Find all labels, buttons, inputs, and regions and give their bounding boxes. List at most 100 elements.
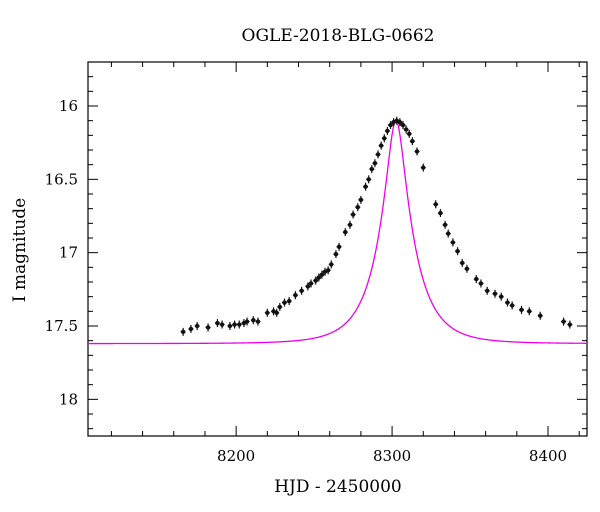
- data-point: [519, 305, 525, 314]
- point-marker: [369, 166, 375, 172]
- point-marker: [492, 291, 498, 296]
- data-point: [409, 137, 415, 146]
- point-marker: [180, 329, 186, 335]
- x-tick-label: 8200: [217, 447, 255, 465]
- point-marker: [325, 268, 331, 273]
- point-marker: [400, 122, 406, 128]
- point-marker: [527, 309, 532, 314]
- data-point: [232, 320, 238, 329]
- data-point: [397, 118, 403, 127]
- data-point: [188, 324, 194, 333]
- data-point: [336, 242, 342, 251]
- data-point: [378, 141, 384, 150]
- data-point: [308, 279, 314, 288]
- plot-area-border: [87, 61, 588, 437]
- point-marker: [561, 319, 566, 324]
- point-marker: [282, 300, 287, 305]
- point-marker: [388, 122, 393, 128]
- y-tick-label: 17.5: [45, 317, 78, 335]
- data-point: [492, 289, 498, 298]
- point-marker: [308, 281, 314, 286]
- data-point: [459, 258, 465, 267]
- data-point: [214, 319, 220, 328]
- point-marker: [519, 307, 524, 313]
- data-point: [358, 195, 364, 204]
- point-marker: [421, 165, 426, 170]
- point-marker: [538, 313, 543, 318]
- data-point: [561, 317, 567, 326]
- data-point: [381, 134, 387, 143]
- x-tick-label: 8300: [373, 447, 411, 465]
- data-point: [244, 317, 250, 326]
- point-marker: [450, 240, 456, 245]
- data-point: [369, 165, 375, 174]
- data-point: [333, 250, 339, 259]
- y-tick-label: 16.5: [45, 170, 78, 188]
- data-point: [227, 322, 233, 330]
- point-marker: [316, 275, 321, 280]
- point-marker: [407, 131, 412, 137]
- point-marker: [244, 319, 250, 324]
- data-point: [180, 327, 186, 336]
- point-marker: [255, 319, 261, 324]
- data-point: [445, 229, 451, 238]
- point-marker: [343, 229, 348, 235]
- point-marker: [505, 300, 510, 305]
- point-marker: [375, 152, 381, 157]
- point-marker: [385, 128, 390, 134]
- point-marker: [319, 272, 325, 277]
- point-marker: [455, 249, 460, 254]
- plot-frame: [87, 61, 588, 437]
- point-marker: [403, 127, 409, 132]
- point-marker: [274, 310, 279, 315]
- data-point: [316, 273, 322, 282]
- point-marker: [464, 266, 470, 271]
- data-point: [205, 323, 211, 332]
- x-tick-label: 8400: [529, 447, 567, 465]
- data-point: [236, 320, 242, 329]
- data-point: [355, 203, 361, 212]
- data-point: [274, 308, 280, 317]
- data-point: [504, 298, 510, 307]
- data-point: [384, 126, 390, 135]
- point-marker: [410, 139, 415, 144]
- point-marker: [433, 202, 438, 207]
- axis-ticks: [88, 61, 587, 436]
- data-point: [498, 292, 504, 301]
- data-point: [388, 121, 394, 130]
- data-point: [328, 260, 334, 269]
- data-points: [180, 116, 573, 336]
- model-curve: [88, 119, 588, 345]
- data-point: [400, 121, 406, 130]
- data-point: [342, 228, 348, 237]
- point-marker: [382, 136, 387, 141]
- data-point: [526, 307, 532, 316]
- point-marker: [237, 322, 242, 327]
- data-point: [292, 291, 298, 300]
- data-point: [286, 297, 292, 306]
- point-marker: [474, 276, 479, 282]
- point-marker: [397, 119, 403, 125]
- data-point: [350, 210, 356, 219]
- point-marker: [227, 323, 233, 329]
- x-axis-title: HJD - 2450000: [274, 477, 402, 497]
- point-marker: [414, 149, 420, 154]
- point-marker: [485, 288, 490, 293]
- data-point: [442, 220, 448, 229]
- point-marker: [293, 293, 298, 298]
- y-axis-title: I magnitude: [10, 198, 30, 302]
- data-point: [366, 175, 372, 184]
- point-marker: [299, 288, 304, 293]
- data-point: [455, 247, 461, 256]
- data-point: [325, 266, 331, 275]
- point-marker: [355, 205, 360, 210]
- point-marker: [438, 210, 443, 216]
- chart-title: OGLE-2018-BLG-0662: [242, 26, 435, 46]
- point-marker: [363, 184, 368, 189]
- point-marker: [313, 278, 318, 283]
- data-point: [194, 322, 200, 330]
- point-marker: [358, 197, 364, 203]
- data-point: [219, 320, 225, 329]
- data-point: [450, 238, 456, 247]
- data-point: [464, 264, 470, 273]
